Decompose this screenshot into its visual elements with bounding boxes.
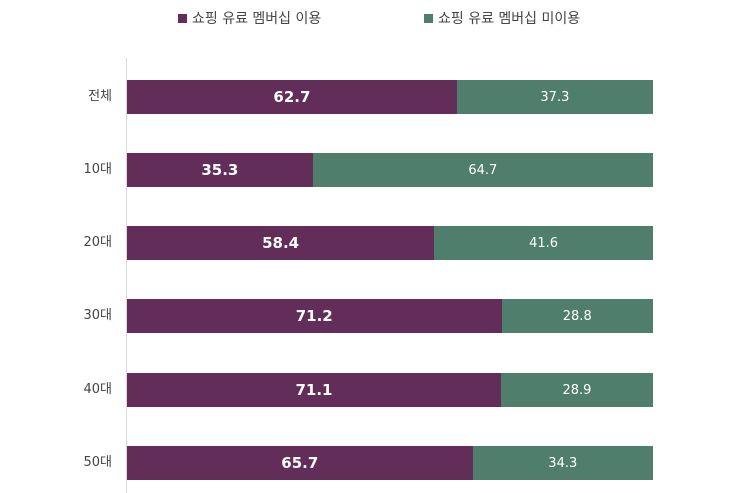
- bar-row: 20대 58.4 41.6: [0, 226, 740, 260]
- stacked-bar: 58.4 41.6: [127, 226, 653, 260]
- bar-segment-nonuse: 34.3: [472, 446, 653, 480]
- legend-item-nonuse: 쇼핑 유료 멤버십 미이용: [424, 8, 580, 28]
- legend-label-nonuse: 쇼핑 유료 멤버십 미이용: [438, 11, 581, 27]
- bar-segment-use: 65.7: [127, 446, 473, 480]
- bar-row: 50대 65.7 34.3: [0, 446, 740, 480]
- category-label: 40대: [83, 382, 112, 397]
- bar-segment-nonuse: 37.3: [456, 80, 653, 114]
- bar-row: 30대 71.2 28.8: [0, 299, 740, 333]
- category-label: 20대: [83, 235, 112, 250]
- bar-segment-use: 35.3: [127, 153, 313, 187]
- bar-row: 40대 71.1 28.9: [0, 373, 740, 407]
- bar-segment-use: 62.7: [127, 80, 457, 114]
- bar-segment-nonuse: 41.6: [434, 226, 653, 260]
- chart-legend: 쇼핑 유료 멤버십 이용 쇼핑 유료 멤버십 미이용: [0, 8, 740, 30]
- y-axis-line: [126, 58, 127, 493]
- legend-label-use: 쇼핑 유료 멤버십 이용: [192, 11, 322, 27]
- bar-segment-use: 71.2: [127, 299, 502, 333]
- category-label: 전체: [88, 89, 112, 104]
- bar-segment-use: 58.4: [127, 226, 435, 260]
- category-label: 30대: [83, 308, 112, 323]
- stacked-bar: 62.7 37.3: [127, 80, 653, 114]
- bar-segment-nonuse: 28.9: [500, 373, 653, 407]
- stacked-bar: 71.1 28.9: [127, 373, 653, 407]
- bar-segment-nonuse: 64.7: [312, 153, 653, 187]
- legend-swatch-use: [178, 13, 187, 23]
- bar-row: 전체 62.7 37.3: [0, 80, 740, 114]
- stacked-bar: 65.7 34.3: [127, 446, 653, 480]
- stacked-bar: 71.2 28.8: [127, 299, 653, 333]
- legend-swatch-nonuse: [424, 13, 433, 23]
- legend-item-use: 쇼핑 유료 멤버십 이용: [178, 8, 321, 28]
- bar-row: 10대 35.3 64.7: [0, 153, 740, 187]
- category-label: 50대: [83, 455, 112, 470]
- bar-segment-nonuse: 28.8: [501, 299, 653, 333]
- stacked-bar: 35.3 64.7: [127, 153, 653, 187]
- category-label: 10대: [83, 162, 112, 177]
- bar-segment-use: 71.1: [127, 373, 501, 407]
